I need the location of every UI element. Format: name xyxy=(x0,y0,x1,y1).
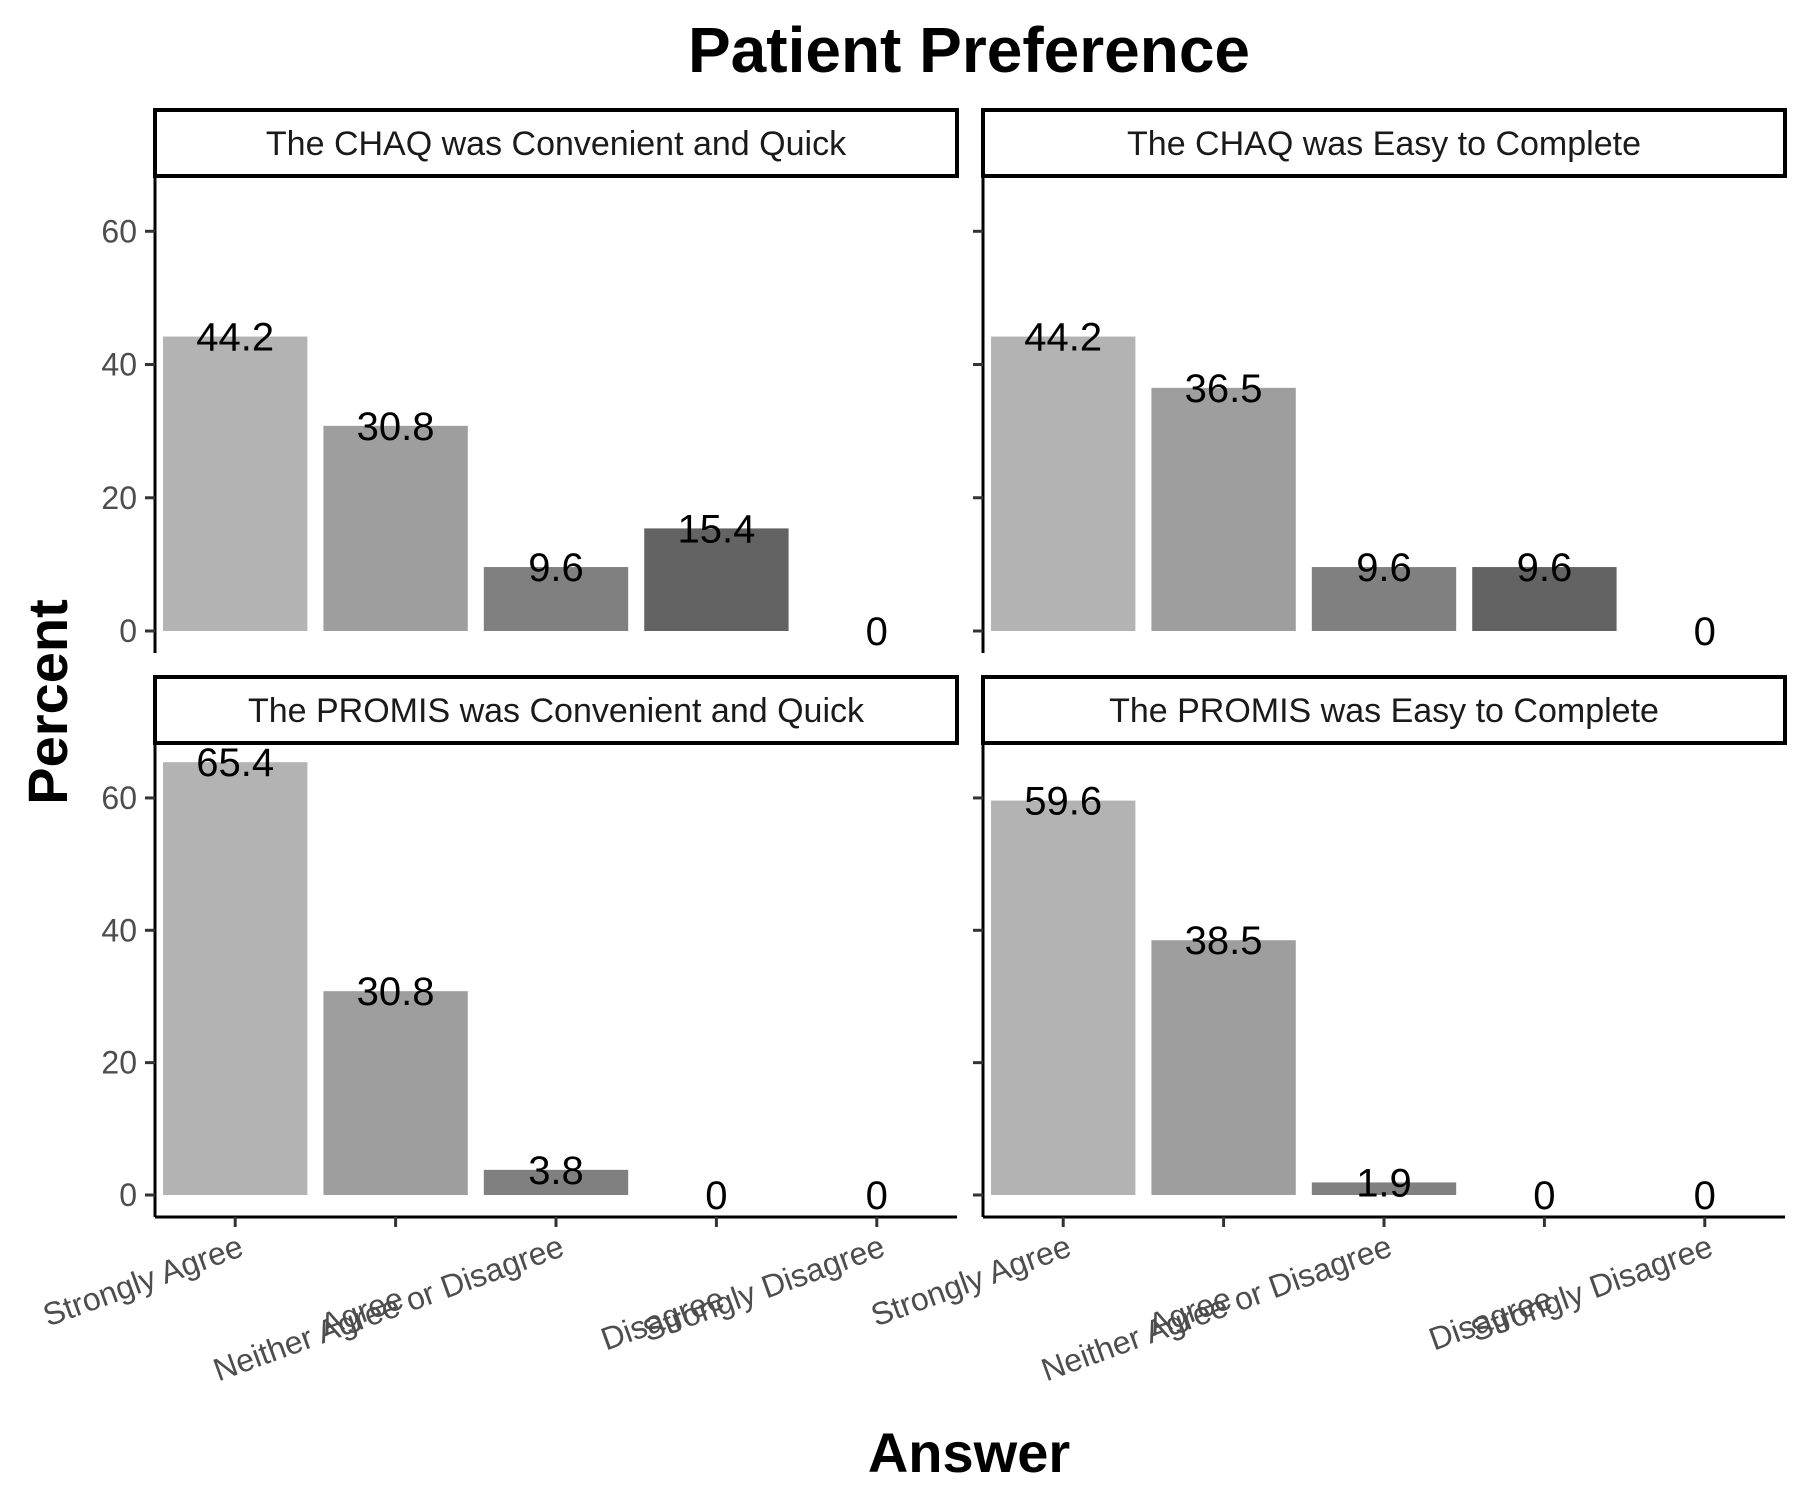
bar xyxy=(323,991,468,1195)
bar xyxy=(991,336,1136,631)
data-label: 3.8 xyxy=(528,1149,584,1193)
facet-strip xyxy=(153,675,959,745)
data-label: 0 xyxy=(705,1174,727,1218)
facet-panels: The CHAQ was Convenient and Quick 44.2 30.… xyxy=(38,108,1787,1388)
data-label: 9.6 xyxy=(528,546,584,590)
data-label: 44.2 xyxy=(196,316,274,360)
facet-title: The PROMIS was Easy to Complete xyxy=(1109,692,1659,730)
data-label: 36.5 xyxy=(1185,367,1263,411)
facet-title: The PROMIS was Convenient and Quick xyxy=(248,692,865,730)
data-label: 65.4 xyxy=(196,741,274,785)
y-tick-label: 60 xyxy=(101,780,137,816)
facet-panel: The PROMIS was Convenient and Quick 65.4 3… xyxy=(38,675,959,1388)
bar xyxy=(1151,940,1296,1195)
facet-title: The CHAQ was Easy to Complete xyxy=(1127,125,1641,163)
y-tick-label: 60 xyxy=(101,213,137,249)
facet-title: The CHAQ was Convenient and Quick xyxy=(266,125,847,163)
bar xyxy=(483,567,629,631)
y-tick-label: 20 xyxy=(101,480,137,516)
x-axis-title: Answer xyxy=(868,1421,1070,1484)
data-label: 9.6 xyxy=(1356,546,1412,590)
facet-strip xyxy=(981,675,1787,745)
y-axis-title: Percent xyxy=(16,599,79,804)
bar xyxy=(1311,1182,1457,1195)
x-tick-label: Strongly Disagree xyxy=(1466,1228,1717,1349)
bar xyxy=(483,1169,629,1195)
data-label: 1.9 xyxy=(1356,1161,1412,1205)
y-tick-label: 0 xyxy=(119,613,137,649)
facet-strip xyxy=(153,108,959,178)
bar xyxy=(1472,567,1617,631)
x-tick-label: Strongly Agree xyxy=(866,1228,1076,1334)
data-label: 0 xyxy=(866,610,888,654)
data-label: 0 xyxy=(1694,610,1716,654)
facet-panel: The CHAQ was Convenient and Quick 44.2 30.… xyxy=(101,108,959,654)
y-tick-label: 40 xyxy=(101,347,137,383)
x-tick-label: Strongly Disagree xyxy=(638,1228,889,1349)
data-label: 0 xyxy=(866,1174,888,1218)
data-label: 15.4 xyxy=(677,507,755,551)
bar xyxy=(991,800,1136,1195)
bar xyxy=(163,762,308,1195)
bar xyxy=(1311,567,1457,631)
data-label: 38.5 xyxy=(1185,919,1263,963)
bar xyxy=(163,336,308,631)
x-tick-label: Neither Agree or Disagree xyxy=(1036,1228,1396,1388)
data-label: 44.2 xyxy=(1024,316,1102,360)
x-tick-label: Strongly Agree xyxy=(38,1228,248,1334)
data-label: 0 xyxy=(1694,1174,1716,1218)
data-label: 30.8 xyxy=(357,970,435,1014)
data-label: 0 xyxy=(1533,1174,1555,1218)
data-label: 30.8 xyxy=(357,405,435,449)
data-label: 9.6 xyxy=(1517,546,1573,590)
facet-panel: The CHAQ was Easy to Complete 44.2 36.5 9.6… xyxy=(973,108,1787,654)
y-tick-label: 40 xyxy=(101,912,137,948)
chart-title: Patient Preference xyxy=(688,14,1250,86)
bar xyxy=(644,528,789,631)
bar xyxy=(1151,387,1296,631)
data-label: 59.6 xyxy=(1024,780,1102,824)
facet-panel: The PROMIS was Easy to Complete 59.6 38.5 1… xyxy=(866,675,1787,1388)
x-tick-label: Neither Agree or Disagree xyxy=(208,1228,568,1388)
y-tick-label: 20 xyxy=(101,1045,137,1081)
facet-strip xyxy=(981,108,1787,178)
y-tick-label: 0 xyxy=(119,1177,137,1213)
bar xyxy=(323,425,468,631)
